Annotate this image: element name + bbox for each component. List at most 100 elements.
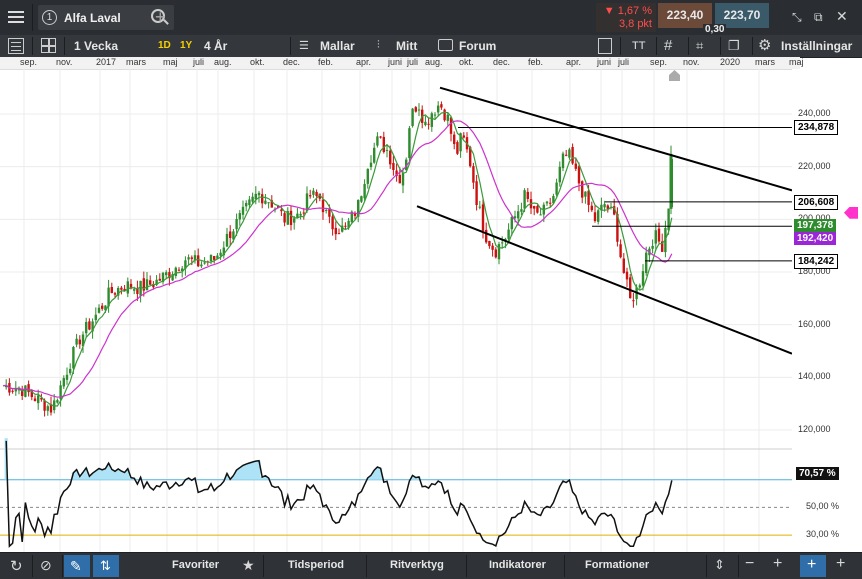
candle-body: [545, 201, 549, 204]
copy-icon[interactable]: ❐: [728, 38, 740, 53]
candle-body: [312, 190, 315, 195]
candle-body: [654, 230, 657, 244]
candle-body: [369, 162, 373, 168]
candle-body: [14, 388, 17, 392]
drawing-tools-button[interactable]: Ritverktyg: [390, 559, 444, 571]
range-4y-button[interactable]: 4 År: [204, 39, 228, 53]
candle-body: [136, 288, 139, 294]
candle-body: [168, 272, 171, 279]
candle-body: [37, 395, 40, 404]
indicators-button[interactable]: Indikatorer: [489, 559, 546, 571]
crosshair-grid-icon[interactable]: #: [664, 37, 673, 54]
candle-body: [549, 202, 552, 204]
time-axis-label: dec.: [493, 57, 511, 67]
time-axis-label: okt.: [459, 57, 474, 67]
time-axis-label: 2017: [96, 57, 117, 67]
add-tab-icon[interactable]: +: [155, 7, 166, 27]
candle-body: [289, 210, 293, 226]
candle-body: [328, 208, 331, 217]
favorites-button[interactable]: Favoriter: [172, 559, 220, 571]
time-axis-label: juni: [388, 57, 403, 67]
pencil-tool-button[interactable]: ✎: [64, 555, 90, 577]
candle-body: [277, 206, 280, 209]
candle-body: [72, 347, 75, 369]
time-axis-label: dec.: [283, 57, 301, 67]
forum-button[interactable]: Forum: [459, 39, 497, 53]
candle-body: [117, 288, 120, 296]
candle-body: [571, 147, 574, 164]
list-icon[interactable]: [8, 38, 24, 54]
popout-icon[interactable]: ⧉: [814, 10, 823, 24]
candle-body: [56, 400, 59, 403]
clear-icon[interactable]: ⊘: [40, 557, 52, 573]
fit-icon[interactable]: ⇕: [714, 557, 725, 572]
zoom-in-icon[interactable]: +: [773, 555, 783, 572]
candle-body: [46, 406, 49, 411]
candle-body: [53, 400, 56, 411]
candle-body: [59, 385, 62, 399]
add-panel-icon[interactable]: +: [836, 555, 846, 572]
magnet-tool-button[interactable]: ⇅: [93, 555, 119, 577]
layout-grid-icon[interactable]: [41, 38, 56, 53]
time-axis-label: juli: [193, 57, 205, 67]
change-box: ▼ 1,67 % 3,8 pkt: [596, 3, 656, 32]
candle-body: [321, 199, 325, 213]
trend-line-lower: [416, 205, 793, 355]
candle-body: [155, 279, 158, 285]
my-layout-button[interactable]: Mitt: [396, 39, 418, 53]
bid-button[interactable]: 223,40: [658, 3, 712, 28]
candle-body: [88, 321, 91, 330]
candle-body: [526, 191, 529, 199]
zoom-out-icon[interactable]: −: [745, 555, 755, 572]
text-tool-button[interactable]: TT: [632, 40, 646, 52]
candle-body: [641, 271, 645, 286]
crosshair-button[interactable]: +: [800, 555, 826, 577]
time-axis-label: mars: [755, 57, 775, 67]
current-position-marker[interactable]: [669, 70, 680, 81]
candle-body: [392, 162, 395, 170]
price-chart[interactable]: [0, 69, 800, 552]
candle-body: [145, 279, 149, 291]
candle-body: [331, 216, 334, 230]
formations-button[interactable]: Formationer: [585, 559, 650, 571]
refresh-icon[interactable]: ↻: [10, 558, 23, 575]
range-1d-button[interactable]: 1D: [158, 40, 171, 51]
period-selector[interactable]: 1 Vecka: [74, 39, 119, 53]
menu-icon[interactable]: [8, 9, 24, 25]
templates-button[interactable]: Mallar: [320, 39, 355, 53]
candle-body: [174, 267, 177, 276]
candle-body: [197, 255, 200, 267]
document-icon[interactable]: [598, 38, 612, 54]
collapse-icon[interactable]: ⤡: [792, 10, 802, 24]
rsi-level-label: 30,00 %: [806, 529, 840, 540]
candle-body: [600, 204, 603, 211]
candle-body: [219, 252, 222, 256]
close-icon[interactable]: ✕: [836, 8, 848, 24]
candle-body: [577, 166, 581, 184]
star-icon[interactable]: ★: [242, 557, 255, 573]
ma-arrow-marker: [844, 206, 858, 219]
candle-body: [395, 170, 398, 176]
candle-body: [213, 256, 216, 260]
candle-body: [510, 217, 513, 230]
time-axis-label: aug.: [425, 57, 443, 67]
candle-body: [254, 193, 257, 200]
range-1y-button[interactable]: 1Y: [180, 40, 193, 51]
candle-body: [33, 398, 37, 402]
candle-body: [555, 182, 558, 195]
candle-body: [382, 136, 385, 153]
my-layout-icon: ⫶: [377, 39, 380, 51]
settings-button[interactable]: Inställningar: [781, 39, 853, 53]
search-icon[interactable]: [151, 9, 165, 23]
candle-body: [539, 214, 542, 216]
rsi-line: [5, 440, 673, 548]
chart-area[interactable]: [0, 69, 800, 552]
time-period-button[interactable]: Tidsperiod: [288, 559, 345, 571]
candle-body: [158, 278, 161, 281]
candle-body: [315, 191, 318, 196]
drawing-tool-icon[interactable]: ⌗: [696, 38, 704, 53]
change-points: 3,8 pkt: [618, 18, 652, 30]
instrument-tab[interactable]: 1 Alfa Laval: [38, 5, 174, 30]
ask-button[interactable]: 223,70: [715, 3, 769, 28]
candle-body: [97, 307, 101, 313]
